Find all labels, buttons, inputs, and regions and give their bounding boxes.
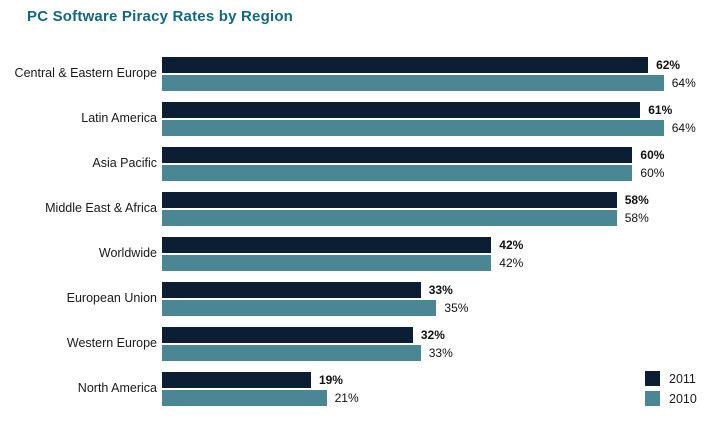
bar-pair: 61% 64% [162, 102, 696, 136]
legend-item: 2011 [645, 371, 697, 386]
value-label-2011: 60% [640, 148, 665, 162]
value-label-2011: 61% [648, 103, 673, 117]
page-title: PC Software Piracy Rates by Region [27, 8, 294, 25]
value-label-2011: 42% [499, 238, 524, 252]
bar-line-2011: 42% [162, 237, 523, 253]
category-label: Central & Eastern Europe [14, 66, 157, 81]
bar-pair: 33% 35% [162, 282, 468, 316]
bar-2011 [162, 372, 311, 388]
bar-line-2010: 21% [162, 390, 359, 406]
category-label: North America [77, 381, 157, 396]
category-label: Western Europe [66, 336, 157, 351]
bar-2011 [162, 192, 617, 208]
bar-2010 [162, 345, 421, 361]
chart-row: Asia Pacific 60% 60% [0, 147, 720, 181]
value-label-2010: 33% [428, 346, 453, 360]
bar-line-2010: 64% [162, 120, 696, 136]
bar-pair: 19% 21% [162, 372, 359, 406]
bar-line-2011: 19% [162, 372, 359, 388]
value-label-2011: 58% [624, 193, 649, 207]
value-label-2010: 60% [640, 166, 665, 180]
value-label-2011: 19% [318, 373, 343, 387]
bar-2011 [162, 57, 649, 73]
value-label-2011: 32% [420, 328, 445, 342]
bar-pair: 42% 42% [162, 237, 523, 271]
value-label-2010: 42% [499, 256, 524, 270]
bar-2011 [162, 282, 421, 298]
value-label-2010: 64% [671, 121, 696, 135]
bar-line-2011: 62% [162, 57, 696, 73]
chart-row: Western Europe 32% 33% [0, 327, 720, 361]
value-label-2010: 21% [334, 391, 359, 405]
chart-row: Central & Eastern Europe 62% 64% [0, 57, 720, 91]
bar-chart: Central & Eastern Europe 62% 64% Latin A… [0, 57, 720, 417]
bar-line-2011: 61% [162, 102, 696, 118]
bar-line-2010: 42% [162, 255, 523, 271]
bar-2010 [162, 390, 327, 406]
chart-row: North America 19% 21% [0, 372, 720, 406]
bar-2010 [162, 120, 664, 136]
chart-row: European Union 33% 35% [0, 282, 720, 316]
value-label-2010: 58% [624, 211, 649, 225]
bar-2010 [162, 210, 617, 226]
bar-line-2010: 58% [162, 210, 649, 226]
bar-line-2011: 58% [162, 192, 649, 208]
legend-label: 2011 [669, 371, 696, 386]
bar-line-2010: 64% [162, 75, 696, 91]
bar-line-2010: 33% [162, 345, 453, 361]
legend-item: 2010 [645, 391, 697, 406]
chart-row: Latin America 61% 64% [0, 102, 720, 136]
legend-label: 2010 [669, 391, 697, 406]
category-label: Middle East & Africa [45, 201, 157, 216]
category-label: Latin America [81, 111, 157, 126]
chart-row: Worldwide 42% 42% [0, 237, 720, 271]
bar-2010 [162, 255, 492, 271]
chart-row: Middle East & Africa 58% 58% [0, 192, 720, 226]
bar-pair: 62% 64% [162, 57, 696, 91]
bar-2011 [162, 102, 641, 118]
category-label: European Union [66, 291, 157, 306]
bar-2011 [162, 237, 492, 253]
bar-2010 [162, 75, 664, 91]
value-label-2010: 35% [444, 301, 469, 315]
bar-2011 [162, 147, 633, 163]
legend-swatch [645, 391, 660, 406]
bar-pair: 60% 60% [162, 147, 664, 181]
bar-line-2011: 32% [162, 327, 453, 343]
bar-line-2011: 60% [162, 147, 664, 163]
bar-pair: 58% 58% [162, 192, 649, 226]
bar-line-2010: 60% [162, 165, 664, 181]
legend-swatch [645, 371, 660, 386]
bar-2010 [162, 300, 437, 316]
bar-2011 [162, 327, 413, 343]
value-label-2010: 64% [671, 76, 696, 90]
value-label-2011: 62% [656, 58, 681, 72]
bar-pair: 32% 33% [162, 327, 453, 361]
legend: 2011 2010 [645, 371, 697, 411]
category-label: Asia Pacific [92, 156, 157, 171]
category-label: Worldwide [98, 246, 157, 261]
bar-line-2011: 33% [162, 282, 468, 298]
bar-line-2010: 35% [162, 300, 468, 316]
value-label-2011: 33% [428, 283, 453, 297]
bar-2010 [162, 165, 633, 181]
